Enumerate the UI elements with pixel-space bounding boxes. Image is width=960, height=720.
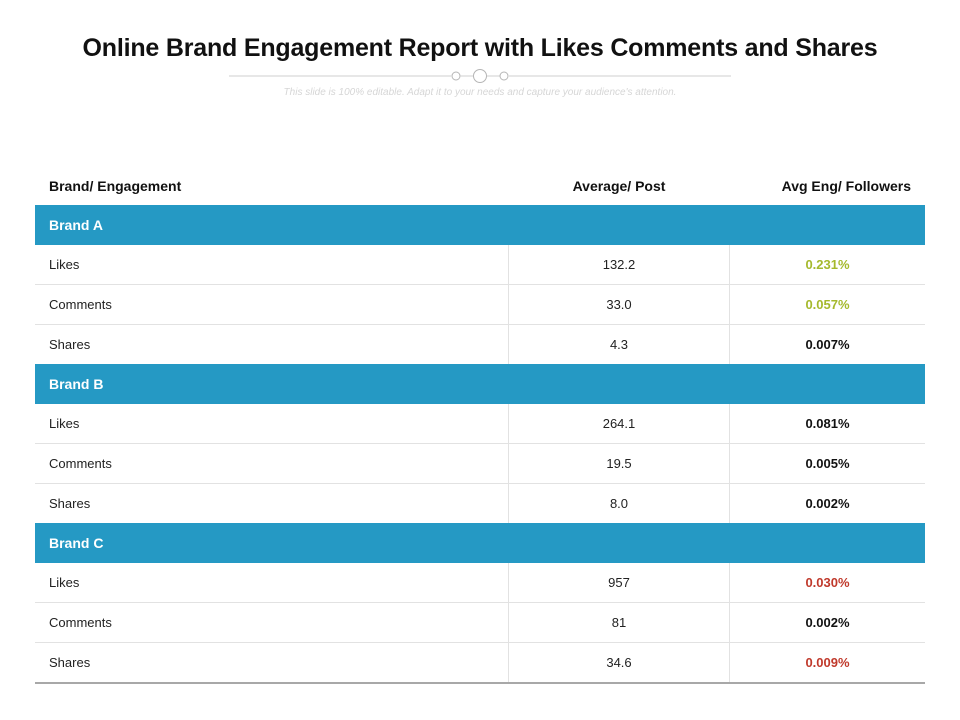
- engagement-ratio-cell: 0.057%: [805, 297, 850, 312]
- table-row: Likes 264.1 0.081%: [35, 404, 925, 444]
- table-row: Likes 957 0.030%: [35, 563, 925, 603]
- table-row: Comments 33.0 0.057%: [35, 285, 925, 325]
- header-brand-engagement: Brand/ Engagement: [49, 178, 182, 194]
- metric-label: Shares: [49, 655, 91, 670]
- engagement-table: Brand/ Engagement Average/ Post Avg Eng/…: [35, 167, 925, 684]
- average-per-post-cell: 8.0: [508, 484, 730, 523]
- table-body: Brand A Likes 132.2 0.231% Comments 33.0 0.057…: [35, 205, 925, 682]
- table-row: Shares 8.0 0.002%: [35, 484, 925, 523]
- metric-label: Shares: [49, 496, 91, 511]
- header-avg-eng-followers-label: Avg Eng/ Followers: [781, 178, 911, 194]
- table-bottom-rule: [35, 682, 925, 684]
- average-per-post-cell: 34.6: [508, 643, 730, 682]
- engagement-ratio-cell: 0.002%: [805, 615, 850, 630]
- metric-label: Comments: [49, 615, 112, 630]
- table-row: Shares 4.3 0.007%: [35, 325, 925, 364]
- header-avg-eng-followers: Avg Eng/ Followers: [730, 178, 925, 194]
- engagement-ratio-cell: 0.081%: [805, 416, 850, 431]
- average-per-post-cell: 264.1: [508, 404, 730, 443]
- metric-label: Likes: [49, 575, 80, 590]
- brand-name: Brand C: [49, 535, 104, 551]
- engagement-ratio-cell: 0.005%: [805, 456, 850, 471]
- table-row: Comments 81 0.002%: [35, 603, 925, 643]
- header-average-post: Average/ Post: [572, 178, 666, 194]
- average-per-post-cell: 19.5: [508, 444, 730, 483]
- table-header: Brand/ Engagement Average/ Post Avg Eng/…: [35, 167, 925, 205]
- engagement-ratio-cell: 0.231%: [805, 257, 850, 272]
- metric-label: Shares: [49, 337, 91, 352]
- brand-section-header: Brand A: [35, 205, 925, 245]
- title-divider: [229, 69, 731, 83]
- average-per-post-cell: 81: [508, 603, 730, 642]
- table-row: Shares 34.6 0.009%: [35, 643, 925, 682]
- metric-label: Likes: [49, 416, 80, 431]
- brand-name: Brand B: [49, 376, 104, 392]
- average-per-post-cell: 33.0: [508, 285, 730, 324]
- metric-label: Comments: [49, 456, 112, 471]
- engagement-ratio-cell: 0.002%: [805, 496, 850, 511]
- average-per-post-cell: 957: [508, 563, 730, 602]
- average-per-post-cell: 132.2: [508, 245, 730, 284]
- metric-label: Comments: [49, 297, 112, 312]
- table-row: Comments 19.5 0.005%: [35, 444, 925, 484]
- engagement-ratio-cell: 0.007%: [805, 337, 850, 352]
- brand-name: Brand A: [49, 217, 103, 233]
- engagement-ratio-cell: 0.009%: [805, 655, 850, 670]
- average-per-post-cell: 4.3: [508, 325, 730, 364]
- brand-section-header: Brand C: [35, 523, 925, 563]
- engagement-ratio-cell: 0.030%: [805, 575, 850, 590]
- subtitle: This slide is 100% editable. Adapt it to…: [283, 87, 677, 98]
- metric-label: Likes: [49, 257, 80, 272]
- table-row: Likes 132.2 0.231%: [35, 245, 925, 285]
- brand-section-header: Brand B: [35, 364, 925, 404]
- page-title: Online Brand Engagement Report with Like…: [82, 34, 878, 62]
